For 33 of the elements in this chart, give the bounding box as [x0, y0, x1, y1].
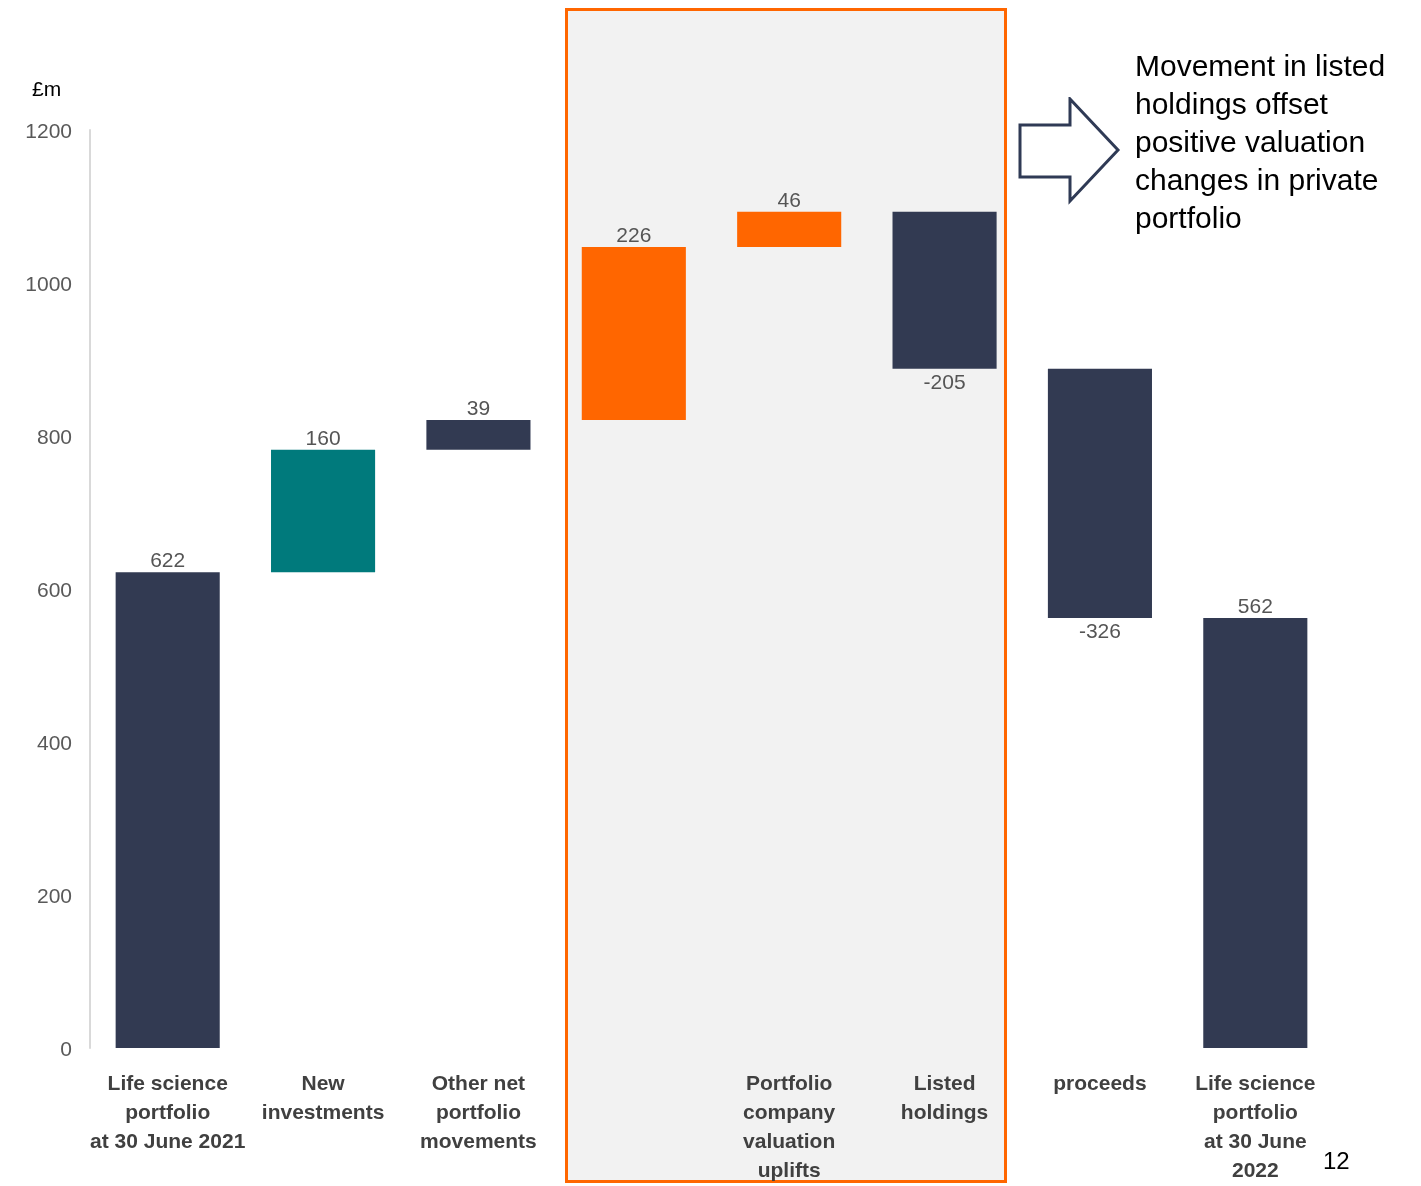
bar: [271, 449, 376, 573]
data-label: -326: [1078, 619, 1121, 643]
x-tick-label: Portfolio company valuation uplifts: [743, 1071, 836, 1181]
y-tick-label: 400: [36, 730, 72, 754]
y-tick-label: 0: [60, 1036, 72, 1060]
data-label: 622: [150, 548, 186, 572]
x-tick-label: New investments: [261, 1071, 385, 1123]
y-tick-label: 800: [36, 424, 72, 448]
text: 12: [1323, 1146, 1350, 1174]
bar: [115, 572, 220, 1048]
x-tick-label: proceeds: [1053, 1071, 1147, 1094]
x-tick-label: Life science portfolio at 30 June 2022: [1195, 1071, 1316, 1181]
y-tick-label: 1000: [25, 271, 72, 295]
bar: [737, 211, 842, 248]
data-label: 226: [616, 223, 652, 247]
x-tick-label: Other net portfolio movements: [420, 1071, 537, 1152]
x-tick-label: Life science portfolio at 30 June 2021: [90, 1071, 246, 1152]
bar: [581, 247, 686, 420]
y-tick-label: 600: [36, 577, 72, 601]
data-label: 562: [1237, 594, 1273, 618]
y-tick-label: 200: [36, 883, 72, 907]
bar: [1047, 368, 1152, 619]
bar: [426, 419, 531, 450]
data-label: 39: [466, 395, 491, 419]
x-tick-label: Listed holdings: [900, 1071, 989, 1123]
data-label: 46: [777, 187, 801, 211]
y-tick-label: 1200: [25, 118, 72, 142]
data-label: -205: [923, 369, 966, 393]
annotation: Movement in listed holdings offset positive valuation changes in private portfolio: [1135, 48, 1394, 234]
y-axis-title: £m: [32, 77, 62, 100]
bar: [892, 211, 997, 369]
bar: [1203, 618, 1308, 1048]
data-label: 160: [305, 425, 341, 449]
